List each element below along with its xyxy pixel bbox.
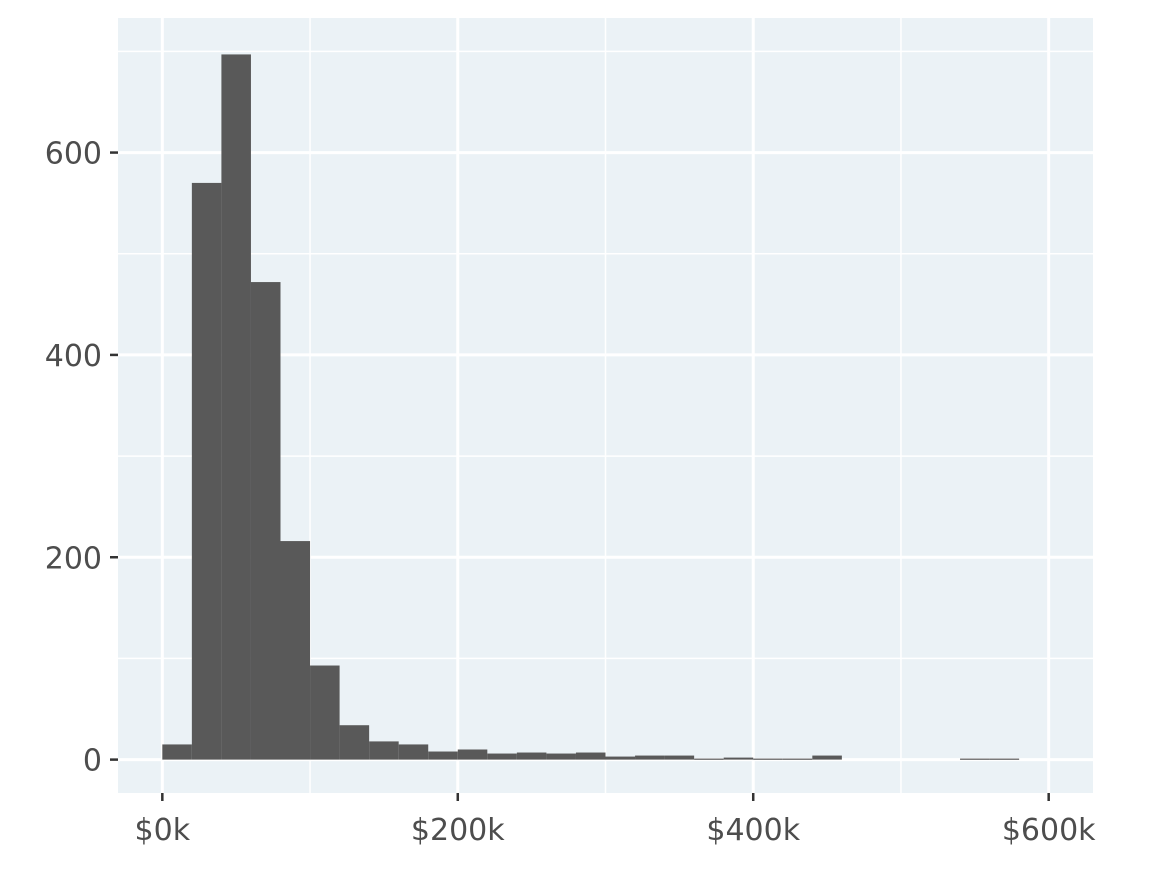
histogram-bar bbox=[575, 752, 606, 760]
histogram-bar bbox=[516, 752, 547, 760]
histogram-bar bbox=[989, 758, 1020, 760]
histogram-bar bbox=[457, 749, 488, 760]
y-tick-label: 0 bbox=[83, 744, 102, 779]
histogram-bar bbox=[162, 744, 192, 760]
histogram-bar bbox=[191, 182, 222, 760]
histogram-bar bbox=[428, 751, 458, 760]
histogram-bar bbox=[487, 753, 517, 760]
histogram-bars bbox=[162, 54, 1020, 760]
histogram-bar bbox=[635, 755, 665, 760]
x-tick-label: $400k bbox=[706, 813, 800, 848]
histogram-bar bbox=[310, 665, 340, 760]
y-tick-label: 600 bbox=[45, 137, 102, 172]
major-gridlines bbox=[118, 18, 1093, 793]
histogram-bar bbox=[664, 755, 695, 760]
histogram-bar bbox=[812, 755, 842, 760]
histogram-bar bbox=[782, 758, 813, 760]
histogram-bar bbox=[339, 725, 370, 760]
y-tick-label: 400 bbox=[45, 339, 102, 374]
y-tick-label: 200 bbox=[45, 541, 102, 576]
histogram-bar bbox=[398, 744, 429, 760]
histogram-bar bbox=[694, 758, 724, 760]
histogram-bar bbox=[753, 758, 783, 760]
histogram-bar bbox=[250, 282, 281, 760]
x-tick-label: $0k bbox=[135, 813, 191, 848]
y-axis: 0 200 400 600 bbox=[45, 137, 118, 779]
x-axis: $0k $200k $400k $600k bbox=[135, 793, 1096, 848]
histogram-bar bbox=[960, 758, 990, 760]
x-tick-label: $200k bbox=[411, 813, 505, 848]
histogram-bar bbox=[369, 741, 399, 760]
histogram-bar bbox=[723, 757, 754, 760]
histogram-bar bbox=[221, 54, 251, 760]
histogram-bar bbox=[280, 541, 311, 760]
histogram-bar bbox=[546, 753, 576, 760]
histogram-bar bbox=[605, 756, 636, 760]
x-tick-label: $600k bbox=[1002, 813, 1096, 848]
